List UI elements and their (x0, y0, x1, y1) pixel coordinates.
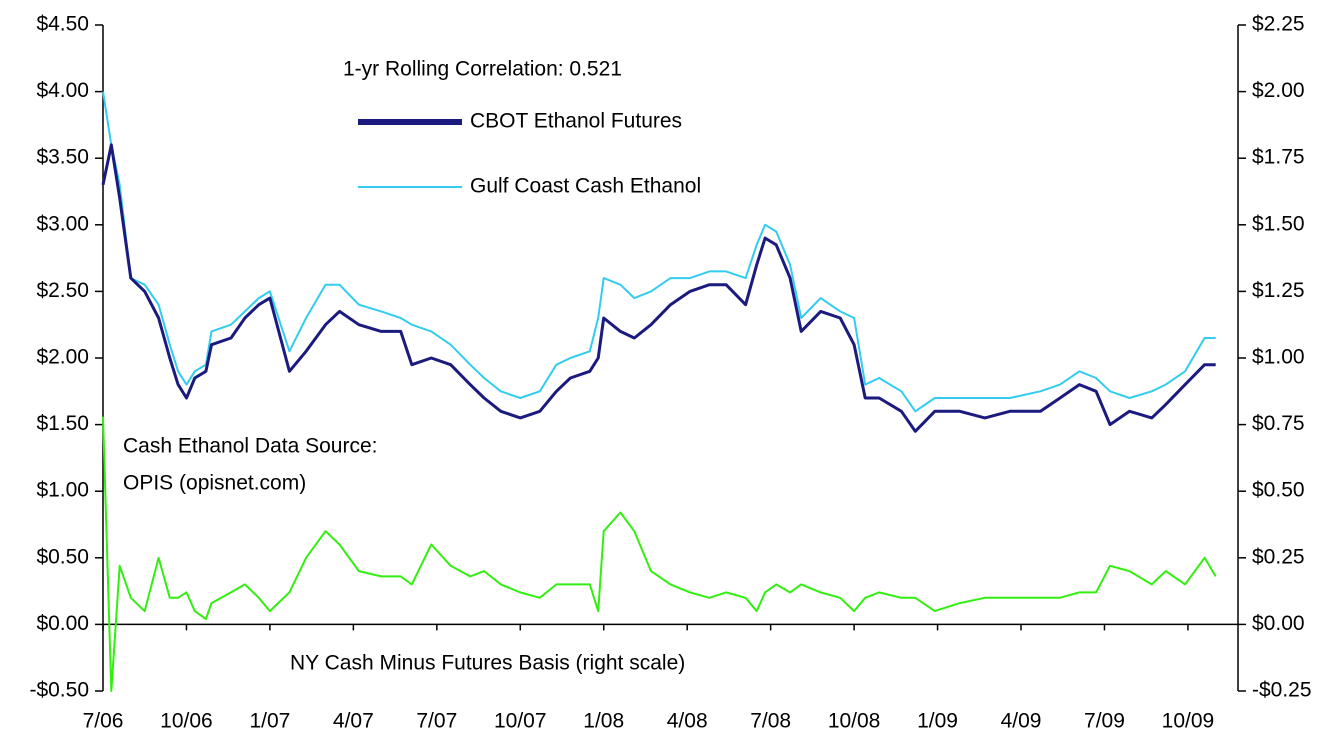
annotation: 1-yr Rolling Correlation: 0.521 (343, 58, 622, 81)
series-line (101, 143, 1216, 433)
x-tick-label: 10/08 (828, 710, 881, 733)
x-tick-label: 4/07 (333, 710, 374, 733)
x-tick-label: 4/09 (1001, 710, 1042, 733)
y2-tick-label: $0.00 (1252, 612, 1305, 635)
x-tick-label: 4/08 (667, 710, 708, 733)
x-tick-label: 10/09 (1162, 710, 1215, 733)
y2-tick-label: $1.50 (1252, 212, 1305, 235)
y2-tick-label: -$0.25 (1252, 679, 1312, 702)
y-tick-label: $4.00 (36, 79, 89, 102)
y-tick-label: $1.00 (36, 479, 89, 502)
x-tick-label: 1/09 (917, 710, 958, 733)
legend-label: CBOT Ethanol Futures (470, 110, 682, 133)
y2-tick-label: $0.50 (1252, 479, 1305, 502)
y-tick-label: $3.00 (36, 212, 89, 235)
y2-tick-label: $2.00 (1252, 79, 1305, 102)
y-tick-label: $2.50 (36, 279, 89, 302)
y-tick-label: -$0.50 (29, 679, 89, 702)
annotation: OPIS (opisnet.com) (123, 472, 306, 495)
series-line (102, 416, 1217, 692)
x-tick-label: 7/08 (750, 710, 791, 733)
x-tick-label: 1/07 (249, 710, 290, 733)
legend-label: Gulf Coast Cash Ethanol (470, 175, 701, 198)
annotation: Cash Ethanol Data Source: (123, 435, 377, 458)
x-tick-label: 7/07 (416, 710, 457, 733)
y-tick-label: $0.50 (36, 545, 89, 568)
y2-tick-label: $1.75 (1252, 146, 1305, 169)
annotation: NY Cash Minus Futures Basis (right scale… (290, 652, 685, 675)
y-tick-label: $0.00 (36, 612, 89, 635)
y-tick-label: $2.00 (36, 346, 89, 369)
x-tick-label: 7/06 (83, 710, 124, 733)
x-tick-label: 10/06 (160, 710, 213, 733)
y2-tick-label: $2.25 (1252, 13, 1305, 36)
y2-tick-label: $1.00 (1252, 346, 1305, 369)
x-tick-label: 7/09 (1084, 710, 1125, 733)
y-tick-label: $3.50 (36, 146, 89, 169)
y-tick-label: $1.50 (36, 412, 89, 435)
series-line (102, 91, 1216, 413)
y2-tick-label: $1.25 (1252, 279, 1305, 302)
y2-tick-label: $0.75 (1252, 412, 1305, 435)
x-tick-label: 1/08 (583, 710, 624, 733)
y-tick-label: $4.50 (36, 13, 89, 36)
y2-tick-label: $0.25 (1252, 545, 1305, 568)
x-tick-label: 10/07 (494, 710, 547, 733)
